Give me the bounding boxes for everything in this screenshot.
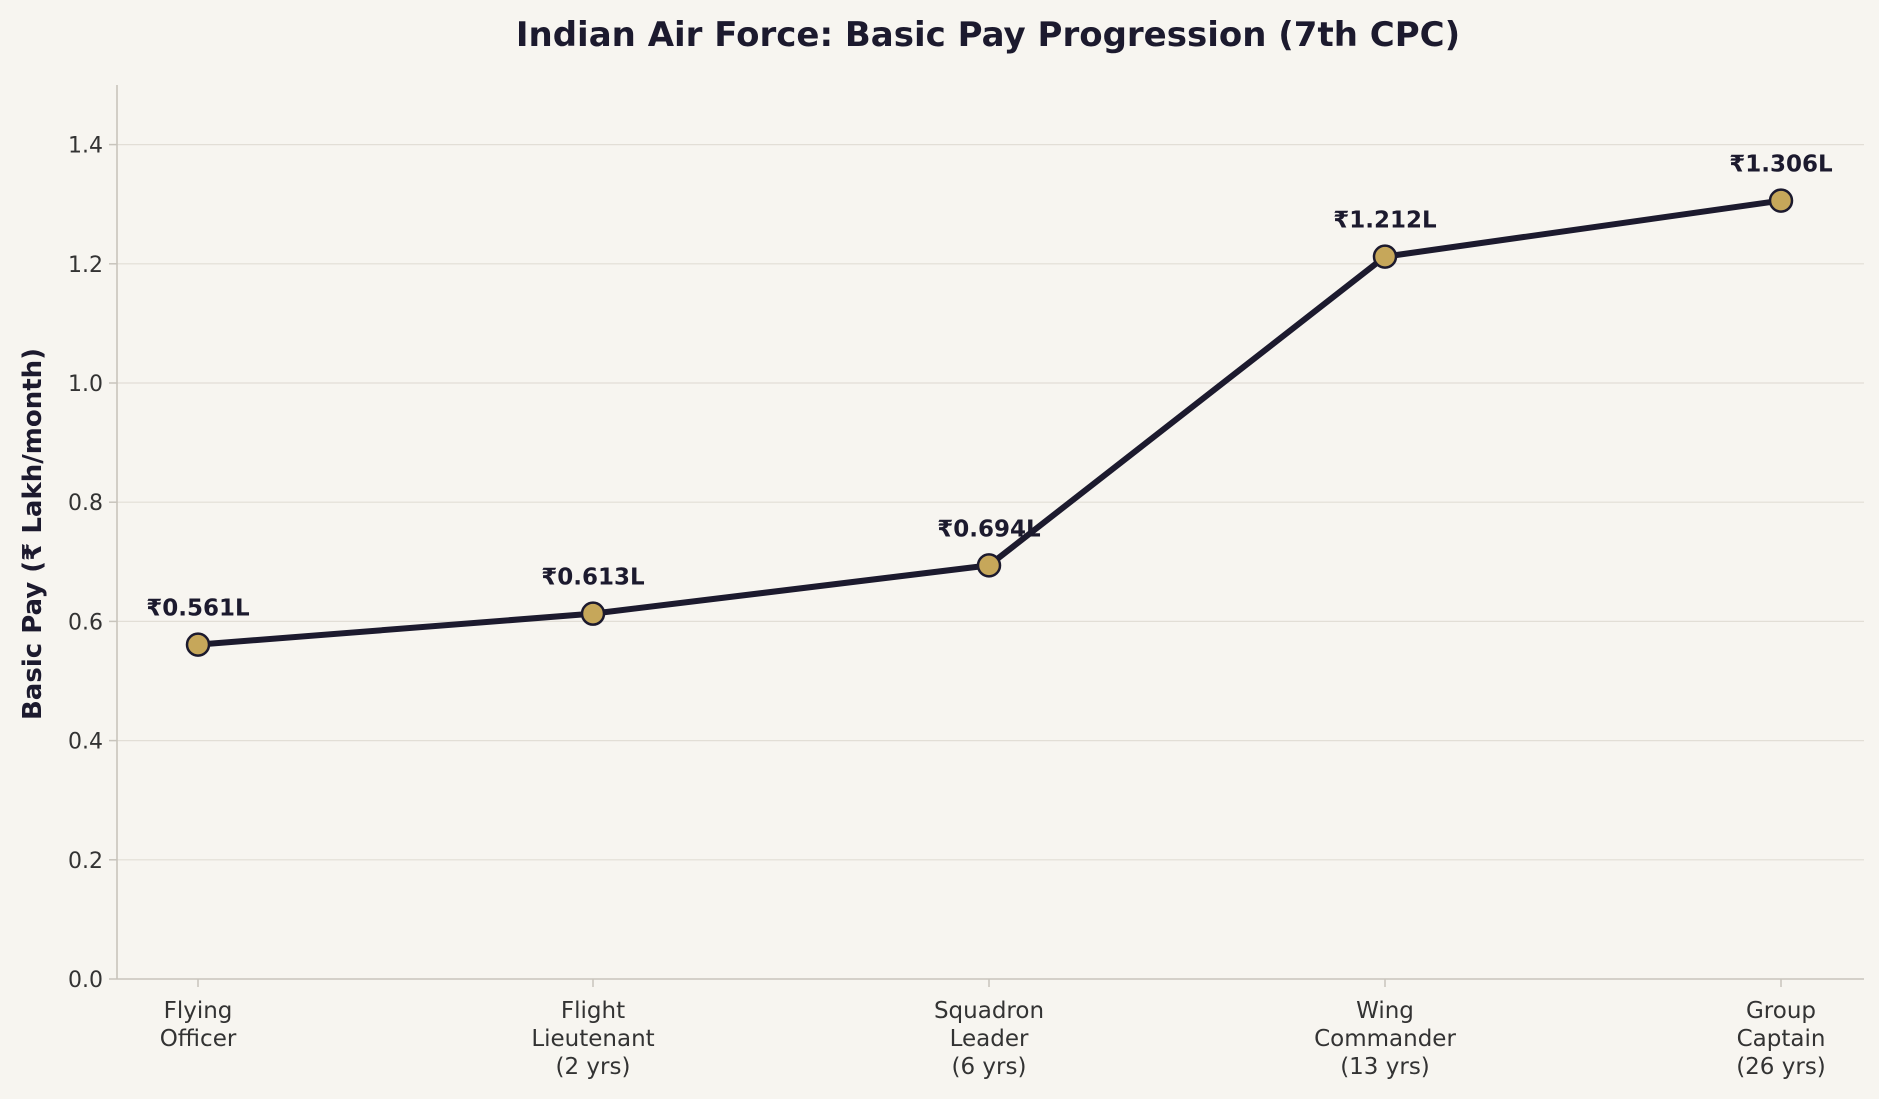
x-tick-label-line: (2 yrs) xyxy=(556,1054,631,1080)
x-tick-label: Wing Commander (13 yrs) xyxy=(1314,998,1456,1080)
x-tick-label-line: Leader xyxy=(950,1026,1029,1052)
x-tick-label-line: Captain xyxy=(1737,1026,1826,1052)
series xyxy=(185,188,1794,657)
x-ticks: Flying Officer Flight Lieutenant (2 yrs) Squa… xyxy=(160,979,1826,1080)
data-label: ₹0.561L xyxy=(146,596,250,622)
x-tick-label-line: Squadron xyxy=(934,998,1044,1024)
y-tick-label: 0.4 xyxy=(68,730,103,755)
x-tick-label-line: Lieutenant xyxy=(531,1026,654,1052)
y-tick-label: 1.0 xyxy=(68,372,103,397)
x-tick-label-line: Wing xyxy=(1356,998,1414,1024)
x-tick-label-line: Group xyxy=(1746,998,1816,1024)
x-tick-label-line: (6 yrs) xyxy=(952,1054,1027,1080)
y-tick-label: 0.6 xyxy=(68,610,103,635)
x-tick-label-line: Flying xyxy=(164,998,233,1024)
data-labels: ₹0.561L ₹0.613L ₹0.694L ₹1.212L ₹1.306L xyxy=(146,152,1833,622)
x-tick-label: Group Captain (26 yrs) xyxy=(1736,998,1826,1080)
data-point xyxy=(1372,244,1398,269)
data-label: ₹1.306L xyxy=(1729,152,1833,178)
y-ticks: 0.0 0.2 0.4 0.6 0.8 1.0 1.2 1.4 xyxy=(68,134,117,993)
x-tick-label-line: Flight xyxy=(561,998,625,1024)
y-tick-label: 1.2 xyxy=(68,253,103,278)
axes xyxy=(116,85,1864,980)
data-point xyxy=(976,553,1002,578)
data-label: ₹0.694L xyxy=(937,516,1041,542)
x-tick-label: Squadron Leader (6 yrs) xyxy=(934,998,1044,1080)
data-point xyxy=(580,601,606,626)
y-tick-label: 0.8 xyxy=(68,491,103,516)
data-point xyxy=(185,632,211,657)
y-tick-label: 1.4 xyxy=(68,134,103,159)
data-point xyxy=(1768,188,1794,213)
x-tick-label-line: Commander xyxy=(1314,1026,1456,1052)
x-tick-label-line: (26 yrs) xyxy=(1736,1054,1826,1080)
chart-title: Indian Air Force: Basic Pay Progression … xyxy=(516,15,1460,55)
x-tick-label: Flight Lieutenant (2 yrs) xyxy=(531,998,654,1080)
data-label: ₹0.613L xyxy=(541,565,645,591)
x-tick-label-line: (13 yrs) xyxy=(1340,1054,1430,1080)
y-axis-label: Basic Pay (₹ Lakh/month) xyxy=(18,348,48,720)
data-label: ₹1.212L xyxy=(1333,208,1437,234)
y-tick-label: 0.2 xyxy=(68,849,103,874)
x-tick-label-line: Officer xyxy=(160,1026,237,1052)
gridlines xyxy=(117,144,1864,861)
y-tick-label: 0.0 xyxy=(68,968,103,993)
x-tick-label: Flying Officer xyxy=(160,998,237,1052)
